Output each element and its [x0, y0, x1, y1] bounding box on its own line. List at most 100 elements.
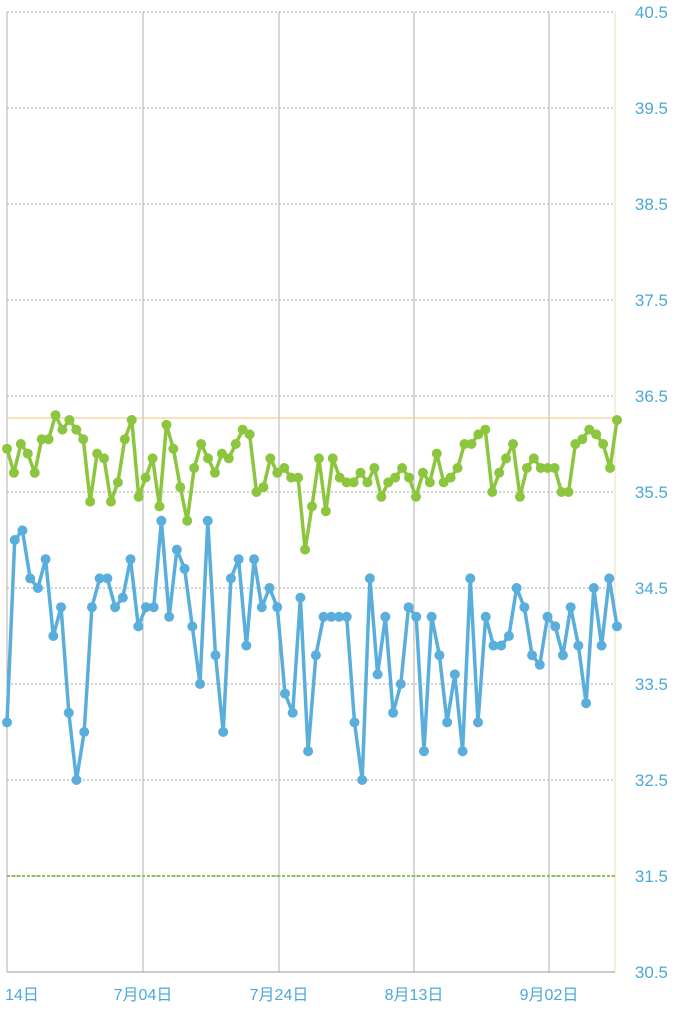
data-point: [48, 631, 59, 641]
data-point: [434, 650, 445, 661]
data-point: [279, 463, 290, 473]
y-tick-label: 36.5: [635, 387, 668, 406]
data-point: [63, 707, 74, 718]
data-point: [233, 554, 244, 565]
y-tick-label: 37.5: [635, 291, 668, 310]
data-point: [8, 467, 19, 478]
data-point: [355, 467, 366, 478]
data-point: [85, 496, 96, 507]
y-tick-label: 33.5: [635, 675, 668, 694]
data-point: [445, 472, 456, 483]
data-point: [86, 602, 97, 613]
data-point: [395, 679, 406, 689]
data-point: [218, 727, 229, 737]
data-point: [29, 467, 40, 478]
data-point: [56, 602, 67, 613]
data-point: [264, 583, 275, 593]
data-point: [148, 602, 159, 613]
grid-layer: [6, 11, 616, 973]
series-layer: [2, 410, 622, 785]
data-point: [452, 463, 463, 473]
data-point: [557, 650, 568, 661]
data-point: [612, 621, 622, 632]
data-point: [71, 775, 82, 785]
data-point: [78, 434, 89, 445]
data-point: [182, 515, 193, 526]
data-point: [480, 611, 491, 622]
data-point: [125, 554, 136, 565]
data-point: [17, 525, 28, 536]
data-point: [179, 563, 190, 574]
data-point: [390, 472, 401, 483]
data-point: [265, 453, 276, 464]
data-point: [341, 477, 352, 488]
data-point: [410, 491, 421, 502]
data-point: [112, 477, 123, 488]
data-point: [596, 640, 607, 651]
data-point: [25, 573, 36, 584]
data-point: [249, 554, 260, 565]
data-point: [327, 453, 338, 464]
data-point: [424, 477, 435, 488]
data-point: [244, 429, 255, 440]
data-point: [598, 439, 609, 449]
data-point: [348, 477, 359, 488]
data-point: [307, 501, 317, 512]
data-point: [43, 434, 54, 445]
data-point: [494, 467, 505, 478]
data-point: [40, 554, 51, 565]
data-point: [556, 487, 567, 497]
data-point: [223, 453, 234, 464]
y-tick-label: 38.5: [635, 195, 668, 214]
data-point: [32, 583, 43, 593]
data-point: [503, 631, 514, 641]
data-point: [362, 477, 373, 488]
data-point: [542, 611, 553, 622]
data-point: [140, 602, 151, 613]
series-line: [5, 519, 619, 782]
data-point: [357, 775, 368, 785]
data-point: [187, 621, 198, 632]
y-tick-label: 31.5: [635, 867, 668, 886]
data-point: [161, 419, 172, 430]
data-point: [102, 573, 113, 584]
y-tick-label: 40.5: [635, 3, 668, 22]
data-point: [209, 467, 220, 478]
data-point: [372, 669, 383, 680]
data-point: [126, 415, 137, 425]
data-point: [380, 611, 391, 622]
data-point: [442, 717, 453, 728]
data-point: [527, 650, 538, 661]
data-point: [295, 592, 306, 603]
data-point: [71, 424, 82, 435]
data-point: [364, 573, 375, 584]
data-point: [156, 515, 167, 526]
data-point: [473, 717, 484, 728]
data-point: [303, 746, 314, 757]
data-point: [604, 573, 615, 584]
data-point: [110, 602, 121, 613]
data-point: [230, 439, 241, 449]
data-point: [426, 611, 437, 622]
x-axis-ticks: 14日 7月04日 7月24日 8月13日 9月02日: [5, 987, 578, 1004]
data-point: [189, 463, 200, 473]
data-point: [418, 746, 429, 757]
data-point: [57, 424, 68, 435]
data-point: [457, 746, 468, 757]
data-point: [119, 434, 130, 445]
data-point: [171, 544, 182, 555]
data-point: [501, 453, 512, 464]
data-point: [36, 434, 47, 445]
data-point: [565, 602, 576, 613]
data-point: [2, 717, 12, 728]
y-tick-label: 30.5: [635, 963, 668, 982]
data-point: [581, 698, 592, 709]
data-point: [449, 669, 460, 680]
data-point: [99, 453, 110, 464]
data-point: [256, 602, 267, 613]
y-tick-label: 34.5: [635, 579, 668, 598]
data-point: [550, 621, 561, 632]
y-tick-label: 39.5: [635, 99, 668, 118]
data-point: [369, 463, 380, 473]
data-point: [133, 621, 144, 632]
